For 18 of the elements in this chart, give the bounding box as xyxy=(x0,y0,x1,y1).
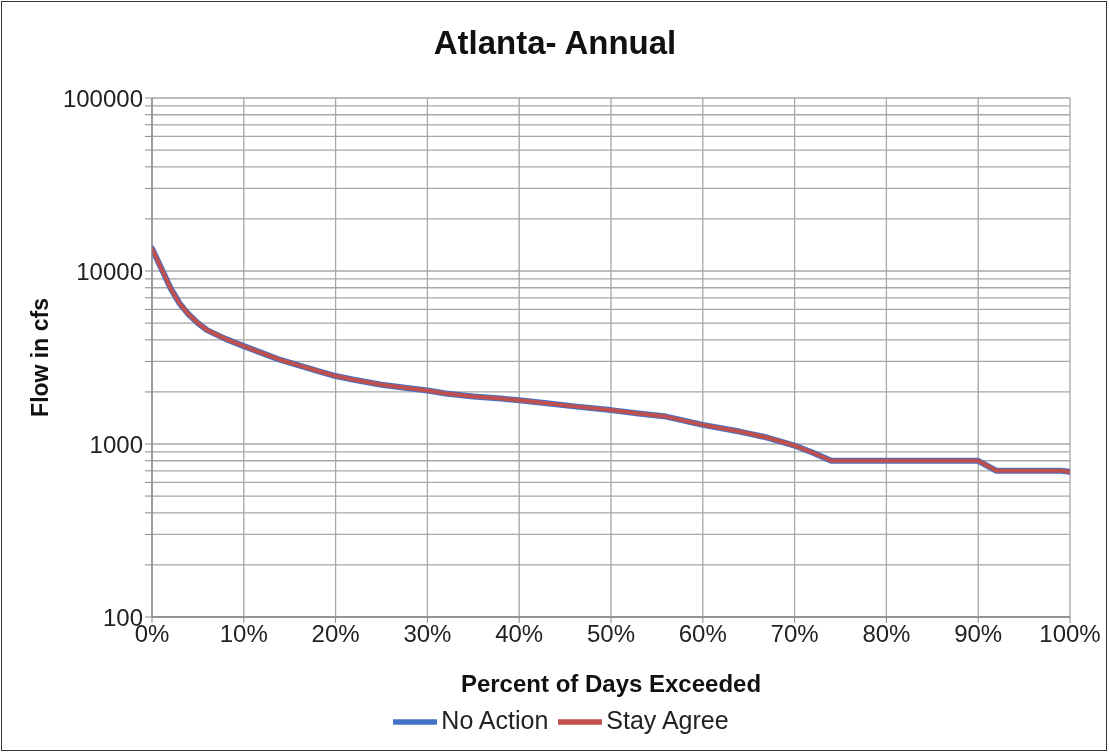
x-tick-label: 60% xyxy=(678,620,727,648)
legend-label: Stay Agree xyxy=(606,705,729,734)
y-tick-label: 100000 xyxy=(62,84,143,112)
chart-title: Atlanta- Annual xyxy=(432,24,678,62)
x-tick-label: 100% xyxy=(1039,620,1101,648)
x-tick-label: 80% xyxy=(862,620,911,648)
y-axis-title: Flow in cfs xyxy=(27,298,54,417)
legend-label: No Action xyxy=(441,705,549,734)
x-axis-title: Percent of Days Exceeded xyxy=(460,670,762,697)
x-tick-label: 50% xyxy=(586,620,636,648)
y-tick-label: 1000 xyxy=(89,430,143,458)
y-tick-label: 10000 xyxy=(76,257,143,285)
x-tick-label: 30% xyxy=(403,620,452,648)
x-tick-label: 40% xyxy=(495,620,544,648)
x-tick-label: 70% xyxy=(770,620,819,648)
x-tick-label: 10% xyxy=(219,620,268,648)
x-tick-label: 20% xyxy=(311,620,360,648)
x-tick-label: 90% xyxy=(954,620,1003,648)
